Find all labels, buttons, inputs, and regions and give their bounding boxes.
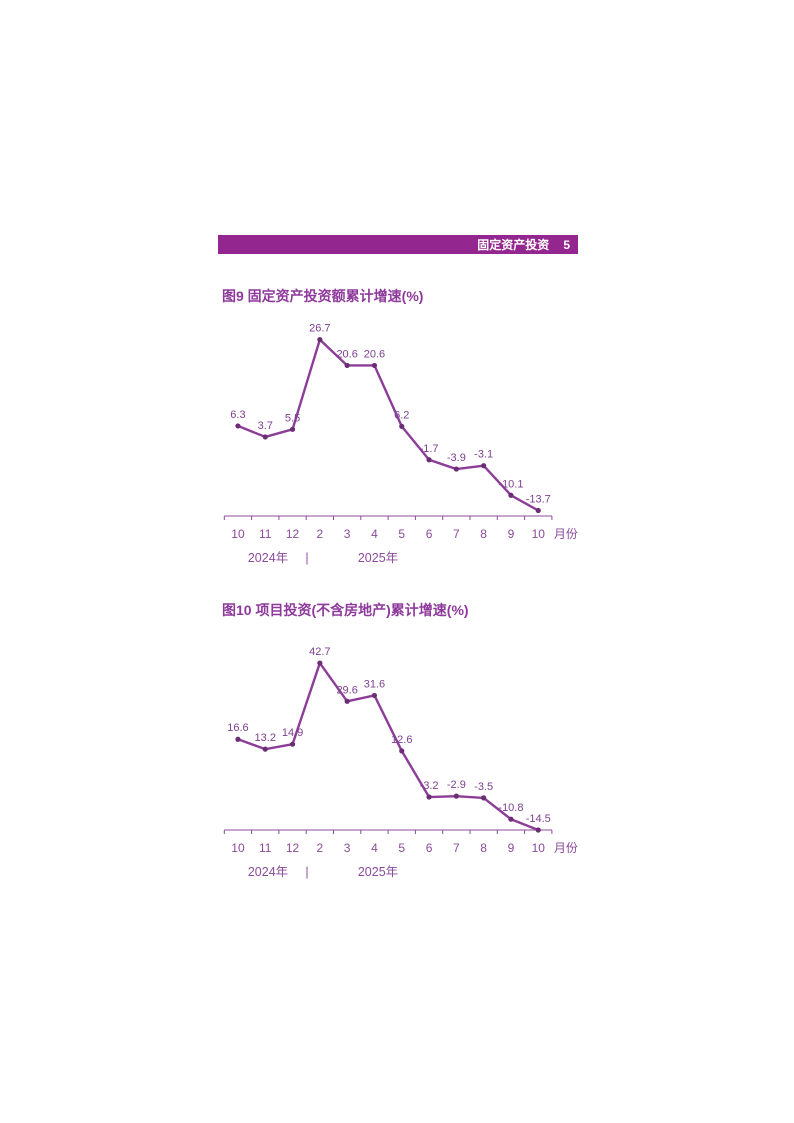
data-point bbox=[235, 423, 241, 429]
figure10-title: 图10 项目投资(不含房地产)累计增速(%) bbox=[222, 602, 469, 618]
data-label: 5.5 bbox=[285, 412, 300, 424]
x-tick-label: 9 bbox=[508, 841, 515, 855]
x-tick-label: 6 bbox=[426, 527, 433, 541]
x-tick-label: 6 bbox=[426, 841, 433, 855]
x-tick-label: 5 bbox=[398, 841, 405, 855]
x-axis-unit-label: 月份 bbox=[554, 527, 578, 541]
data-label: 6.3 bbox=[230, 409, 245, 421]
x-tick-label: 8 bbox=[480, 527, 487, 541]
data-point bbox=[317, 337, 323, 343]
x-tick-label: 10 bbox=[231, 527, 245, 541]
data-point bbox=[481, 463, 487, 469]
data-label: -1.7 bbox=[420, 443, 439, 455]
x-tick-label: 3 bbox=[344, 527, 351, 541]
x-tick-label: 7 bbox=[453, 841, 460, 855]
header-section-title: 固定资产投资 bbox=[477, 238, 550, 252]
data-point bbox=[235, 736, 241, 742]
x-tick-label: 11 bbox=[259, 527, 272, 541]
data-label: 13.2 bbox=[255, 732, 276, 744]
data-point bbox=[453, 793, 459, 799]
data-point bbox=[481, 795, 487, 801]
data-point bbox=[508, 816, 514, 822]
x-tick-label: 4 bbox=[371, 527, 378, 541]
data-label: -10.8 bbox=[498, 802, 523, 814]
data-point bbox=[262, 746, 268, 752]
x-tick-label: 10 bbox=[231, 841, 245, 855]
x-tick-label: 11 bbox=[259, 841, 272, 855]
data-point bbox=[344, 362, 350, 369]
data-point bbox=[426, 457, 432, 463]
series-line bbox=[236, 338, 540, 512]
year-label-2025: 2025年 bbox=[358, 551, 398, 565]
x-tick-label: 4 bbox=[371, 841, 378, 855]
x-tick-label: 10 bbox=[532, 841, 546, 855]
data-label: 29.6 bbox=[336, 684, 357, 696]
data-point bbox=[535, 827, 541, 833]
data-label: 12.6 bbox=[391, 734, 412, 746]
page-header-bar: 固定资产投资 5 bbox=[218, 235, 578, 254]
data-point bbox=[371, 362, 378, 369]
data-label: -2.9 bbox=[447, 779, 466, 791]
year-separator: | bbox=[305, 865, 308, 879]
data-label: 20.6 bbox=[364, 348, 385, 360]
data-point bbox=[399, 748, 405, 754]
data-label: -3.5 bbox=[474, 781, 493, 793]
data-label: -13.7 bbox=[526, 494, 551, 506]
figure9-line-chart: 6.3 3.7 5.5 26.7 20.6 20.6 6.2 -1.7 -3.9 -3.1 -10.… bbox=[223, 323, 578, 565]
x-tick-label: 2 bbox=[317, 841, 324, 855]
data-label: -10.1 bbox=[498, 478, 523, 490]
data-point bbox=[262, 434, 268, 440]
x-tick-label: 5 bbox=[398, 527, 405, 541]
data-label: -3.2 bbox=[420, 780, 439, 792]
x-tick-label: 8 bbox=[480, 841, 487, 855]
data-point bbox=[453, 466, 459, 472]
year-label-2024: 2024年 bbox=[248, 865, 288, 879]
data-label: 16.6 bbox=[227, 722, 248, 734]
data-point bbox=[371, 692, 378, 699]
data-label: -3.1 bbox=[474, 449, 493, 461]
data-label: 31.6 bbox=[364, 678, 385, 690]
figure9-title: 图9 固定资产投资额累计增速(%) bbox=[222, 288, 424, 304]
header-page-number: 5 bbox=[563, 237, 570, 252]
x-axis-unit-label: 月份 bbox=[554, 841, 578, 855]
data-point bbox=[399, 423, 405, 429]
x-tick-label: 10 bbox=[532, 527, 546, 541]
x-tick-label: 7 bbox=[453, 527, 460, 541]
data-point bbox=[344, 698, 350, 704]
series-line bbox=[236, 661, 540, 832]
data-label: 6.2 bbox=[394, 409, 409, 421]
x-tick-label: 3 bbox=[344, 841, 351, 855]
data-point bbox=[289, 741, 296, 747]
data-point bbox=[317, 660, 323, 666]
data-label: 3.7 bbox=[258, 420, 273, 432]
year-label-2024: 2024年 bbox=[248, 551, 288, 565]
year-separator: | bbox=[305, 551, 308, 565]
data-label: 20.6 bbox=[336, 348, 357, 360]
data-label: -14.5 bbox=[526, 813, 551, 825]
data-label: 14.9 bbox=[282, 727, 303, 739]
data-point bbox=[535, 507, 541, 514]
figure10-line-chart: 16.6 13.2 14.9 42.7 29.6 31.6 12.6 -3.2 -2.9 -3.5… bbox=[223, 646, 578, 879]
year-label-2025: 2025年 bbox=[358, 865, 398, 879]
data-label: -3.9 bbox=[447, 452, 466, 464]
data-label: 42.7 bbox=[309, 646, 330, 658]
data-label: 26.7 bbox=[309, 323, 330, 335]
x-tick-label: 12 bbox=[286, 841, 300, 855]
x-tick-label: 2 bbox=[317, 527, 324, 541]
x-tick-label: 9 bbox=[508, 527, 515, 541]
data-point bbox=[426, 794, 432, 800]
data-point bbox=[289, 426, 296, 432]
data-point bbox=[508, 492, 514, 498]
x-tick-label: 12 bbox=[286, 527, 300, 541]
